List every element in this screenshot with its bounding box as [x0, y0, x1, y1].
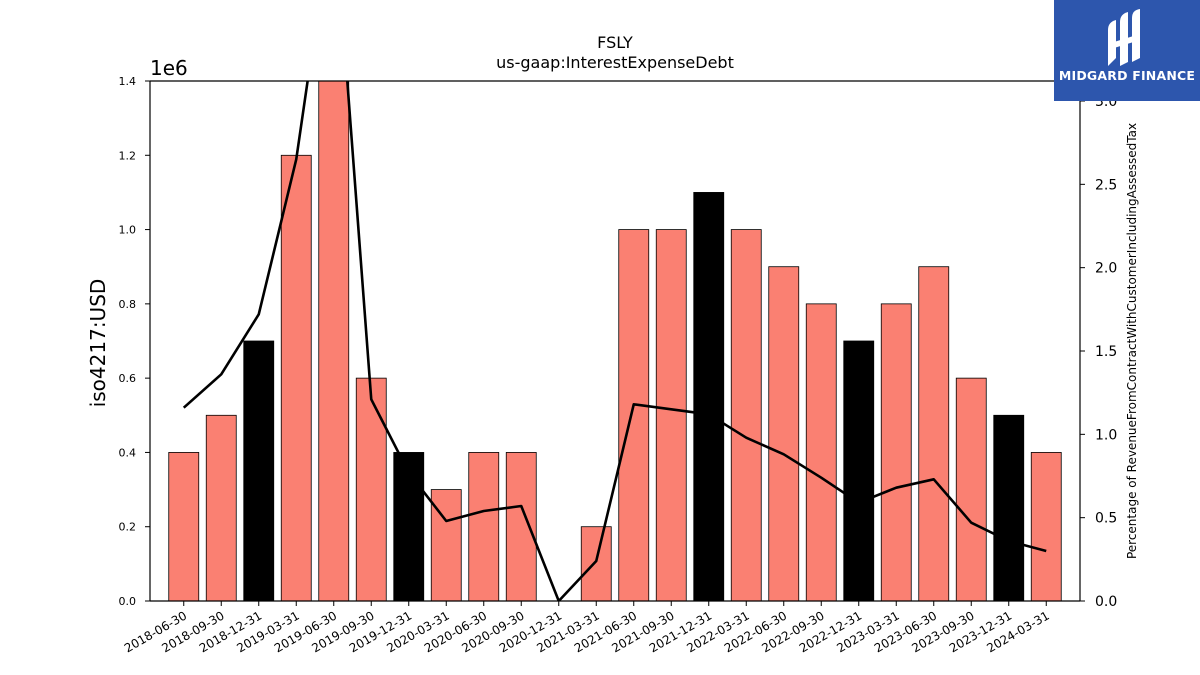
logo-text: MIDGARD FINANCE	[1058, 68, 1196, 83]
bar	[730, 229, 762, 602]
bar	[580, 526, 612, 602]
y-tick-label: 0.4	[119, 446, 137, 459]
y-axis-label: iso4217:USD	[86, 279, 110, 408]
y2-tick-label: 1.5	[1095, 344, 1117, 360]
bars	[168, 80, 1062, 602]
y2-tick-label: 2.5	[1095, 177, 1117, 193]
bar	[843, 340, 875, 602]
y-tick-label: 0.6	[119, 372, 137, 385]
y-tick-label: 1.2	[119, 149, 137, 162]
y2-tick-label: 2.0	[1095, 261, 1117, 277]
y-tick-label: 0.8	[119, 298, 137, 311]
bar	[993, 414, 1025, 602]
bar	[468, 452, 500, 602]
bar	[318, 80, 350, 602]
bar	[618, 229, 650, 602]
secondary-y-axis-label: Percentage of RevenueFromContractWithCus…	[1125, 123, 1139, 559]
logo-mark-icon	[1108, 9, 1140, 66]
y-tick-label: 1.4	[119, 75, 137, 88]
bar	[355, 377, 387, 602]
bar	[918, 266, 950, 602]
bar	[955, 377, 987, 602]
bar	[505, 452, 537, 602]
y-tick-label: 0.0	[119, 595, 137, 608]
y-axis-offset-label: 1e6	[150, 56, 188, 80]
bar	[768, 266, 800, 602]
line-series-path	[182, 81, 1047, 601]
bar	[693, 192, 725, 602]
bar	[205, 414, 237, 602]
brand-logo: MIDGARD FINANCE	[1054, 0, 1200, 101]
y2-tick-label: 1.0	[1095, 427, 1117, 443]
bar	[655, 229, 687, 602]
bar	[243, 340, 275, 602]
bar	[880, 303, 912, 602]
y2-tick-label: 0.5	[1095, 511, 1117, 527]
chart-subtitle: us-gaap:InterestExpenseDebt	[496, 53, 734, 72]
line-series	[182, 81, 1047, 601]
bar	[280, 154, 312, 602]
bar	[805, 303, 837, 602]
y-tick-label: 1.0	[119, 224, 137, 237]
y-tick-label: 0.2	[119, 521, 137, 534]
bar	[393, 452, 425, 602]
bar	[168, 452, 200, 602]
bar	[1030, 452, 1062, 602]
y2-tick-label: 0.0	[1095, 594, 1117, 610]
chart-title: FSLY	[597, 33, 633, 52]
